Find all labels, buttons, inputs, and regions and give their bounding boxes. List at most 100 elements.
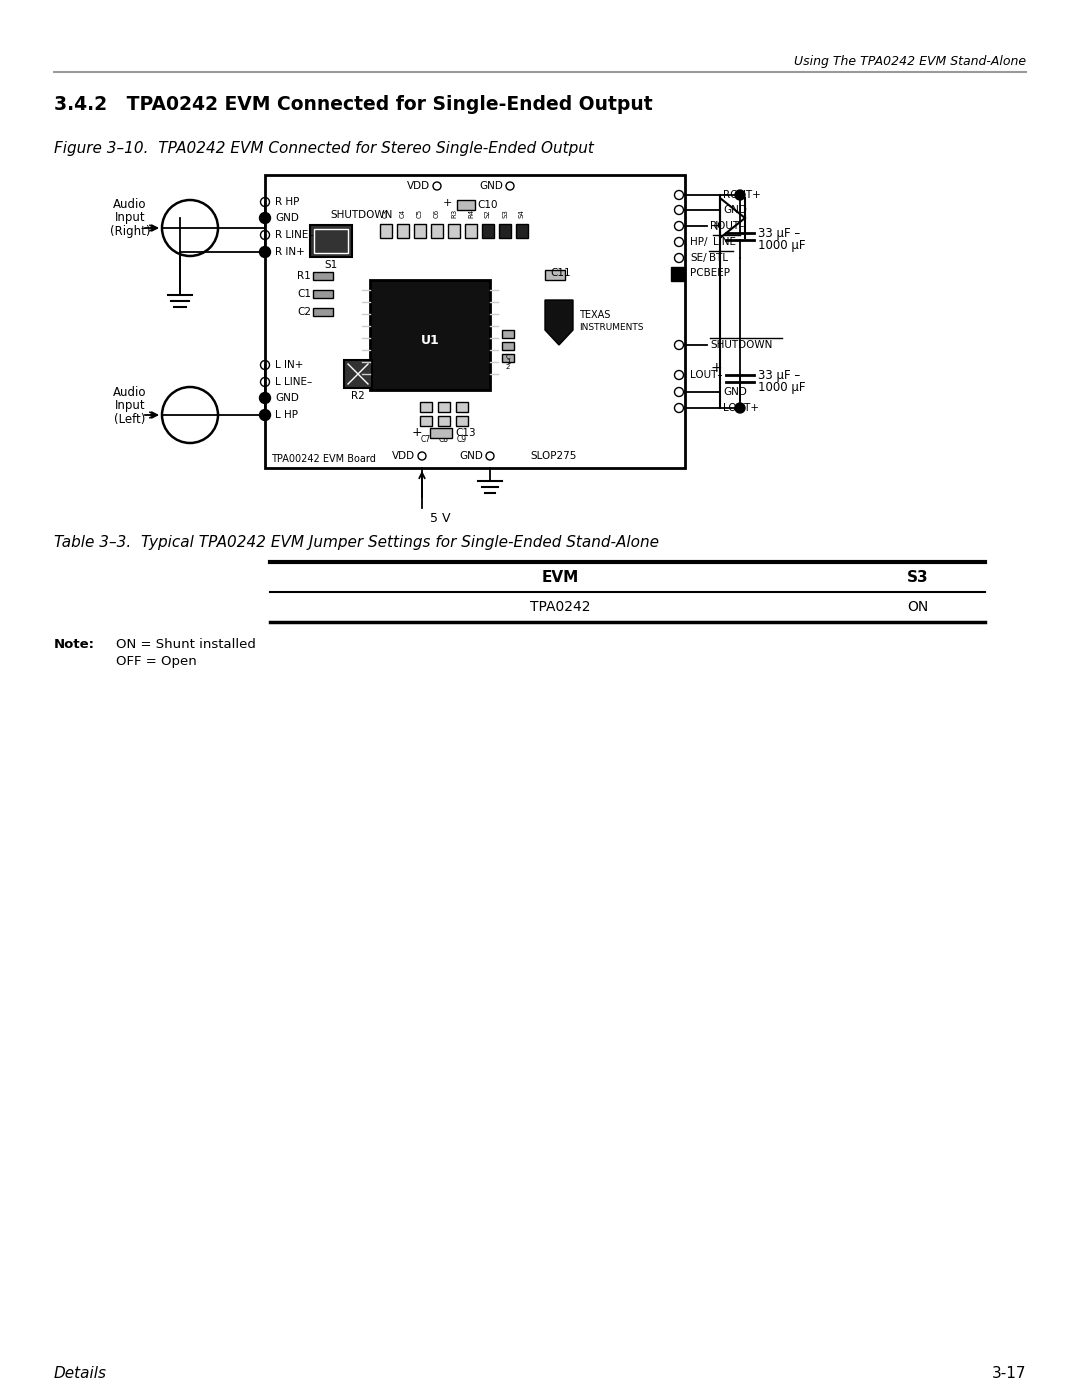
Text: SLOP275: SLOP275 (530, 451, 577, 461)
Circle shape (259, 393, 270, 404)
Bar (482, 224, 494, 237)
Text: (Right): (Right) (110, 225, 150, 239)
Text: S1: S1 (324, 260, 338, 270)
Text: GND: GND (723, 205, 747, 215)
Text: SHUTDOWN: SHUTDOWN (330, 210, 392, 219)
Text: GND: GND (275, 212, 299, 224)
Text: GND: GND (275, 393, 299, 402)
Text: L IN+: L IN+ (275, 360, 303, 370)
Text: R HP: R HP (275, 197, 299, 207)
Text: +: + (711, 360, 723, 374)
Text: C9: C9 (457, 436, 467, 444)
Bar (420, 416, 432, 426)
Text: R1: R1 (297, 271, 311, 281)
Text: OFF = Open: OFF = Open (116, 655, 197, 669)
Bar (438, 416, 450, 426)
Bar (314, 229, 348, 253)
Text: R IN+: R IN+ (275, 247, 305, 257)
Circle shape (735, 402, 745, 414)
Text: C13: C13 (455, 427, 475, 439)
Text: TPA00242 EVM Board: TPA00242 EVM Board (271, 454, 376, 464)
Bar (430, 427, 453, 439)
Text: GND: GND (723, 387, 747, 397)
Text: Table 3–3.  Typical TPA0242 EVM Jumper Settings for Single-Ended Stand-Alone: Table 3–3. Typical TPA0242 EVM Jumper Se… (54, 535, 659, 550)
Text: +: + (711, 219, 723, 233)
Text: C10: C10 (477, 200, 498, 210)
Text: EVM: EVM (541, 570, 579, 584)
Text: C5: C5 (417, 210, 423, 218)
Bar (456, 402, 468, 412)
Text: Figure 3–10.  TPA0242 EVM Connected for Stereo Single-Ended Output: Figure 3–10. TPA0242 EVM Connected for S… (54, 141, 594, 155)
Text: S3: S3 (502, 210, 508, 218)
Bar (313, 307, 333, 316)
Bar (502, 330, 514, 338)
Bar (448, 224, 460, 237)
Text: C2: C2 (297, 307, 311, 317)
Text: C8: C8 (438, 436, 449, 444)
Text: 3-17: 3-17 (991, 1365, 1026, 1380)
Text: SHUTDOWN: SHUTDOWN (710, 339, 772, 351)
Bar (313, 291, 333, 298)
Bar (457, 200, 475, 210)
Text: C11: C11 (550, 268, 570, 278)
Text: R3: R3 (451, 208, 457, 218)
Text: Input: Input (114, 211, 146, 225)
Text: HP/: HP/ (690, 237, 707, 247)
Circle shape (259, 246, 270, 257)
Bar (345, 360, 372, 388)
Text: +: + (443, 198, 453, 208)
Bar (397, 224, 409, 237)
Bar (456, 416, 468, 426)
Text: C3: C3 (383, 208, 389, 218)
Text: Using The TPA0242 EVM Stand-Alone: Using The TPA0242 EVM Stand-Alone (794, 56, 1026, 68)
Text: C
1
2: C 1 2 (505, 353, 511, 370)
Text: Audio: Audio (113, 198, 147, 211)
Bar (502, 342, 514, 351)
Text: R LINE–: R LINE– (275, 231, 313, 240)
Text: GND: GND (480, 182, 503, 191)
Text: SE/: SE/ (690, 253, 706, 263)
Text: Note:: Note: (54, 637, 95, 651)
Text: +: + (411, 426, 422, 440)
Bar (465, 224, 477, 237)
Text: VDD: VDD (407, 182, 430, 191)
Text: S4: S4 (519, 210, 525, 218)
Circle shape (259, 212, 270, 224)
Text: R2: R2 (351, 391, 365, 401)
Text: VDD: VDD (392, 451, 415, 461)
Text: TPA0242: TPA0242 (530, 599, 591, 615)
Text: C7: C7 (421, 436, 431, 444)
Bar (265, 175, 685, 468)
Text: Audio: Audio (113, 387, 147, 400)
Text: ROUT+: ROUT+ (723, 190, 760, 200)
Text: 33 μF –: 33 μF – (758, 226, 800, 239)
Text: S2: S2 (485, 210, 491, 218)
Text: INSTRUMENTS: INSTRUMENTS (579, 324, 644, 332)
Text: TEXAS: TEXAS (579, 310, 610, 320)
Bar (313, 272, 333, 279)
Bar (431, 224, 443, 237)
Text: L LINE–: L LINE– (275, 377, 312, 387)
Bar (516, 224, 528, 237)
Bar (420, 402, 432, 412)
Bar (380, 224, 392, 237)
Text: Input: Input (114, 400, 146, 412)
Text: 5 V: 5 V (430, 511, 450, 524)
Text: 33 μF –: 33 μF – (758, 369, 800, 381)
Circle shape (735, 190, 745, 200)
Text: GND: GND (459, 451, 483, 461)
Text: C4: C4 (400, 210, 406, 218)
Circle shape (259, 409, 270, 420)
Text: PCBEEP: PCBEEP (690, 268, 730, 278)
Text: (Left): (Left) (114, 414, 146, 426)
Text: ON = Shunt installed: ON = Shunt installed (116, 637, 256, 651)
Text: 1000 μF: 1000 μF (758, 381, 806, 394)
Bar (502, 353, 514, 362)
Text: 1000 μF: 1000 μF (758, 239, 806, 253)
Text: ROUT–: ROUT– (710, 221, 744, 231)
Text: C6: C6 (434, 208, 440, 218)
Text: U1: U1 (420, 334, 440, 346)
Bar (671, 267, 685, 281)
Text: S3: S3 (907, 570, 929, 584)
Bar (499, 224, 511, 237)
